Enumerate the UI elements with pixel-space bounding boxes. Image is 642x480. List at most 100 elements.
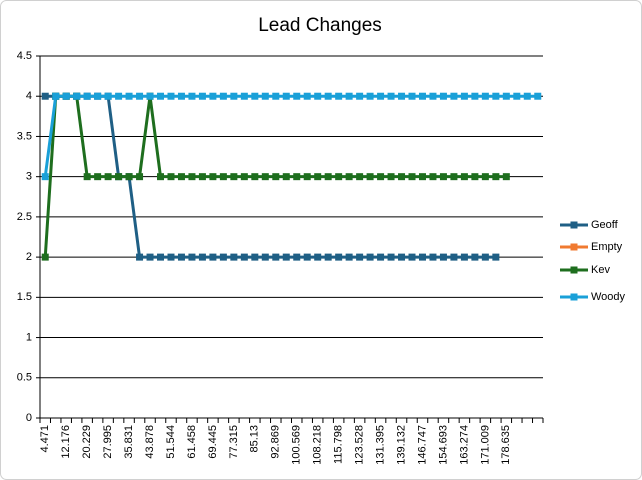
x-tick-label: 100.569: [291, 425, 303, 465]
x-tick-label: 4.471: [39, 425, 51, 453]
series-marker: [167, 173, 175, 181]
series-marker: [219, 173, 227, 181]
series-marker: [481, 92, 489, 100]
series-marker: [83, 173, 91, 181]
series-marker: [282, 173, 290, 181]
series-marker: [198, 173, 206, 181]
x-tick-label: 61.458: [186, 425, 198, 459]
y-tick-label: 1: [26, 331, 32, 343]
x-tick-label: 139.132: [395, 425, 407, 465]
x-tick-label: 69.445: [207, 425, 219, 459]
x-tick-label: 27.995: [102, 425, 114, 459]
series-marker: [198, 253, 206, 261]
series-marker: [387, 92, 395, 100]
series-marker: [62, 92, 70, 100]
series-marker: [136, 92, 144, 100]
series-marker: [261, 92, 269, 100]
legend-label: Kev: [591, 264, 610, 276]
series-marker: [303, 92, 311, 100]
series-marker: [471, 173, 479, 181]
series-marker: [366, 253, 374, 261]
series-marker: [125, 173, 133, 181]
series-marker: [314, 253, 322, 261]
series-marker: [104, 173, 112, 181]
series-marker: [460, 92, 468, 100]
series-marker: [377, 92, 385, 100]
series-marker: [335, 253, 343, 261]
series-marker: [177, 173, 185, 181]
series-marker: [429, 253, 437, 261]
series-marker: [471, 92, 479, 100]
series-marker: [272, 253, 280, 261]
series-marker: [366, 173, 374, 181]
series-marker: [293, 173, 301, 181]
series-marker: [219, 253, 227, 261]
series-marker: [272, 173, 280, 181]
series-marker: [251, 173, 259, 181]
series-marker: [303, 173, 311, 181]
series-marker: [167, 253, 175, 261]
series-marker: [177, 92, 185, 100]
series-marker: [230, 92, 238, 100]
series-marker: [439, 253, 447, 261]
series-marker: [115, 173, 123, 181]
series-marker: [282, 253, 290, 261]
series-marker: [188, 92, 196, 100]
series-marker: [282, 92, 290, 100]
series-marker: [502, 173, 510, 181]
series-marker: [314, 173, 322, 181]
legend-marker: [570, 293, 578, 301]
series-marker: [398, 253, 406, 261]
series-marker: [293, 92, 301, 100]
series-marker: [136, 253, 144, 261]
series-marker: [335, 173, 343, 181]
series-marker: [240, 92, 248, 100]
series-marker: [157, 253, 165, 261]
series-marker: [324, 92, 332, 100]
series-marker: [324, 253, 332, 261]
legend-marker: [570, 243, 578, 251]
series-marker: [73, 92, 81, 100]
series-marker: [492, 253, 500, 261]
series-marker: [83, 92, 91, 100]
series-marker: [398, 173, 406, 181]
series-marker: [408, 173, 416, 181]
series-marker: [345, 253, 353, 261]
series-marker: [115, 92, 123, 100]
series-marker: [398, 92, 406, 100]
series-marker: [418, 173, 426, 181]
y-tick-label: 0: [26, 412, 32, 424]
series-marker: [272, 92, 280, 100]
series-marker: [240, 173, 248, 181]
series-marker: [450, 92, 458, 100]
series-marker: [261, 253, 269, 261]
series-marker: [377, 173, 385, 181]
series-marker: [366, 92, 374, 100]
series-marker: [240, 253, 248, 261]
y-tick-label: 1.5: [17, 291, 32, 303]
series-marker: [387, 253, 395, 261]
series-marker: [481, 173, 489, 181]
series-marker: [471, 253, 479, 261]
series-marker: [460, 253, 468, 261]
x-tick-label: 146.747: [416, 425, 428, 465]
series-marker: [41, 253, 49, 261]
series-marker: [335, 92, 343, 100]
series-marker: [209, 253, 217, 261]
series-marker: [293, 253, 301, 261]
series-marker: [125, 92, 133, 100]
series-marker: [523, 92, 531, 100]
series-marker: [481, 253, 489, 261]
legend-label: Geoff: [591, 219, 619, 231]
series-marker: [356, 92, 364, 100]
x-tick-label: 115.798: [333, 425, 345, 464]
series-marker: [356, 173, 364, 181]
series-marker: [157, 173, 165, 181]
series-marker: [345, 173, 353, 181]
x-tick-label: 51.544: [165, 425, 177, 459]
series-marker: [408, 92, 416, 100]
series-marker: [41, 92, 49, 100]
series-marker: [492, 92, 500, 100]
y-tick-label: 3.5: [17, 130, 32, 142]
